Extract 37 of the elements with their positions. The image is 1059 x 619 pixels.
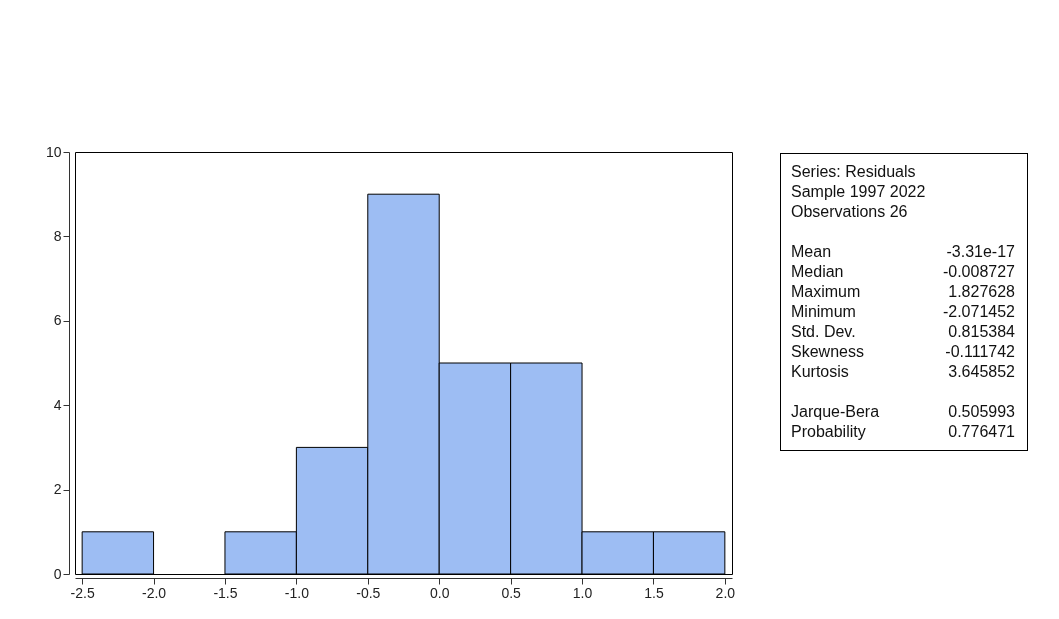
text: -3.31e-17 (946, 242, 1015, 262)
x-tick-label: -1.5 (213, 584, 238, 601)
text: -0.111742 (945, 342, 1015, 362)
y-tick-label: 2 (53, 481, 62, 498)
text: Median (791, 262, 844, 282)
text: Series: Residuals (791, 162, 917, 182)
y-tick-label: 10 (45, 143, 62, 160)
x-tick-label: 2.0 (715, 584, 736, 601)
x-tick-label: -2.5 (70, 584, 95, 601)
text: Kurtosis (791, 362, 849, 382)
text: Minimum (791, 302, 856, 322)
text: Observations 26 (791, 202, 909, 222)
x-tick-label: 0.5 (501, 584, 522, 601)
text: Skewness (791, 342, 864, 362)
y-tick-label: 4 (53, 396, 62, 413)
x-tick-label: 1.0 (572, 584, 593, 601)
text: Sample 1997 2022 (791, 182, 927, 202)
y-tick-label: 0 (53, 565, 62, 582)
x-tick-label: -2.0 (141, 584, 167, 601)
text: 0.776471 (948, 422, 1015, 442)
x-tick-label: -0.5 (356, 584, 381, 601)
text: Std. Dev. (791, 322, 856, 342)
text: 1.827628 (948, 282, 1015, 302)
y-tick-label: 8 (53, 227, 62, 244)
text: Mean (791, 242, 832, 262)
text: 0.815384 (948, 322, 1015, 342)
x-tick-label: -1.0 (284, 584, 310, 601)
text: -0.008727 (942, 262, 1015, 282)
text: 3.645852 (948, 362, 1015, 382)
text: Jarque-Bera (791, 402, 880, 422)
x-tick-label: 0.0 (429, 584, 450, 601)
x-tick-label: 1.5 (644, 584, 664, 601)
text: Probability (791, 422, 866, 442)
text: Maximum (791, 282, 861, 302)
text: -2.071452 (942, 302, 1015, 322)
text: 0.505993 (948, 402, 1015, 422)
y-tick-label: 6 (53, 312, 62, 329)
